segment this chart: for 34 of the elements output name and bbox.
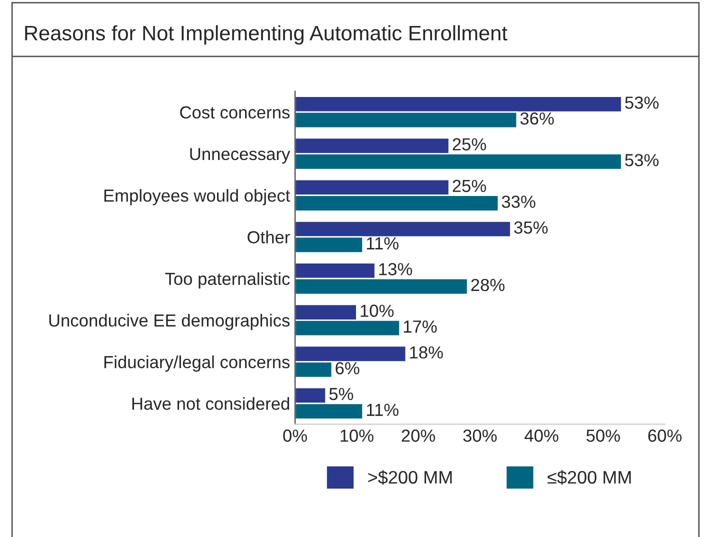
y-tick-label: Employees would object xyxy=(104,189,290,206)
data-label: 11% xyxy=(366,404,398,416)
y-tick-label: Cost concerns xyxy=(180,106,290,119)
data-label: 28% xyxy=(471,278,505,292)
x-tick-label: 0% xyxy=(283,430,307,442)
x-tick-label: 40% xyxy=(524,430,558,442)
y-tick-label: Have not considered xyxy=(132,397,290,410)
data-label: 25% xyxy=(452,138,486,150)
y-tick-label: Other xyxy=(248,230,290,244)
data-label: 6% xyxy=(336,362,360,374)
legend-label: ≤$200 MM xyxy=(548,470,631,485)
data-label: 53% xyxy=(625,154,659,166)
data-label: 53% xyxy=(625,96,659,109)
y-tick-label: Unconducive EE demographics xyxy=(49,314,290,330)
data-label: 36% xyxy=(520,112,554,125)
data-label: 5% xyxy=(329,388,354,400)
x-tick-label: 20% xyxy=(402,430,436,442)
data-label: 33% xyxy=(502,196,536,208)
y-tick-label: Too paternalistic xyxy=(165,272,290,288)
y-tick-label: Unnecessary xyxy=(190,148,290,164)
data-label: 25% xyxy=(452,180,486,192)
chart-title: Reasons for Not Implementing Automatic Enrollment xyxy=(25,25,508,45)
data-label: 13% xyxy=(379,263,412,276)
x-tick-label: 60% xyxy=(648,430,682,442)
x-tick-label: 50% xyxy=(586,430,620,442)
y-tick-label: Fiduciary/legal concerns xyxy=(104,356,290,372)
data-label: 11% xyxy=(366,237,398,250)
x-tick-label: 30% xyxy=(463,430,497,442)
data-label: 35% xyxy=(514,221,548,234)
data-label: 10% xyxy=(360,304,394,317)
x-tick-label: 10% xyxy=(340,430,374,442)
data-label: 17% xyxy=(404,320,437,333)
legend-label: >$200 MM xyxy=(368,470,452,485)
data-label: 18% xyxy=(410,346,443,359)
